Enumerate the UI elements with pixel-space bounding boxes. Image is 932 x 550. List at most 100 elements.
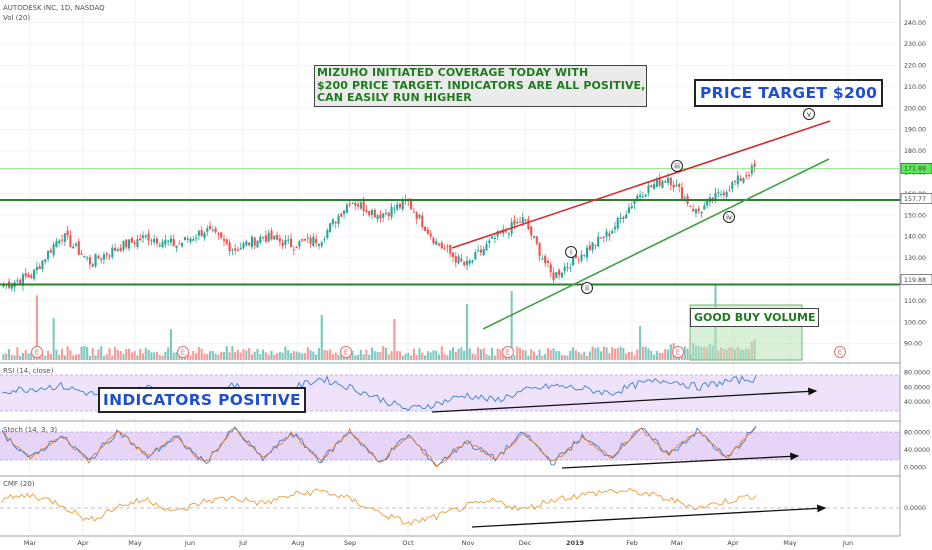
volume-bar [309, 350, 312, 360]
volume-bar [153, 352, 156, 360]
candle-body [24, 273, 27, 277]
candle-body [387, 212, 390, 217]
red-upper-trendline[interactable] [451, 120, 831, 249]
volume-bar [169, 329, 173, 360]
candle-body [256, 240, 259, 248]
candle-body [206, 228, 209, 232]
candle-body [505, 231, 508, 233]
volume-bar [306, 347, 309, 360]
volume-bar [644, 346, 647, 360]
volume-bar [220, 351, 223, 360]
candle-body [239, 247, 242, 250]
volume-bar [211, 350, 214, 360]
price-axis-label: 140.00 [904, 234, 926, 241]
candle-body [393, 208, 396, 210]
candle-body [295, 247, 298, 249]
volume-bar [74, 354, 78, 360]
volume-bar [301, 353, 304, 360]
mizuho-note-line-2: $200 PRICE TARGET. INDICATORS ARE ALL PO… [317, 78, 646, 92]
candle-body [91, 264, 94, 267]
candle-body [700, 211, 703, 214]
volume-bar [289, 352, 293, 360]
green-lower-trendline[interactable] [482, 158, 830, 330]
candle-body [560, 272, 563, 278]
candle-body [535, 236, 538, 244]
candle-body [58, 240, 61, 244]
volume-bar [253, 351, 256, 360]
volume-bar [432, 350, 435, 360]
volume-bar [549, 350, 552, 360]
candle-body [362, 200, 365, 212]
candle-body [630, 206, 633, 208]
volume-bar [527, 355, 530, 360]
candle-body [689, 205, 692, 207]
time-axis-label: 2019 [566, 539, 585, 547]
volume-bar [52, 318, 55, 360]
volume-bar [105, 354, 108, 360]
candle-body [195, 237, 198, 239]
candle-body [585, 247, 589, 258]
candle-body [86, 257, 89, 259]
candle-body [354, 202, 357, 206]
volume-bar [387, 354, 390, 360]
earnings-marker: E [502, 346, 514, 358]
candle-body [88, 257, 92, 265]
candle-body [200, 230, 203, 237]
candle-body [150, 240, 153, 242]
volume-bar [463, 350, 466, 360]
time-axis-label: Jun [842, 539, 853, 547]
volume-bar [390, 351, 393, 360]
volume-bar [186, 352, 189, 360]
candle-body [694, 209, 698, 214]
candle-body [105, 253, 108, 256]
time-axis-label: Apr [77, 539, 89, 547]
candle-body [245, 241, 248, 246]
candle-body [544, 255, 547, 264]
candle-body [359, 202, 362, 209]
volume-bar [102, 355, 105, 360]
volume-bar [259, 353, 262, 360]
volume-bar [669, 344, 672, 360]
candle-body [33, 269, 36, 280]
candle-body [410, 198, 413, 210]
candle-body [100, 258, 103, 260]
candle-body [220, 232, 223, 238]
volume-bar [650, 350, 653, 360]
volume-bar [86, 346, 89, 360]
candle-body [479, 249, 482, 253]
volume-bar [647, 348, 650, 360]
volume-bar [58, 354, 61, 360]
candle-body [747, 174, 751, 177]
price-badge-text: 171.88 [904, 166, 926, 173]
volume-bar [80, 346, 83, 360]
candle-body [329, 223, 332, 233]
candle-body [192, 238, 195, 241]
indicators-positive-note: INDICATORS POSITIVE [98, 387, 306, 413]
volume-bars [2, 285, 756, 360]
price-badge-text: 119.88 [904, 277, 926, 284]
volume-bar [373, 351, 376, 360]
price-axis-label: 180.00 [904, 148, 926, 155]
candle-body [482, 249, 485, 256]
candle-body [49, 250, 52, 253]
candle-body [19, 279, 22, 284]
volume-bar [471, 353, 474, 360]
stoch-axis-label: 0.0000 [904, 465, 926, 472]
earnings-marker-text: E [676, 349, 680, 357]
volume-bar [532, 351, 536, 360]
volume-bar [563, 355, 566, 360]
volume-bar [200, 348, 203, 360]
volume-bar [192, 350, 195, 360]
volume-bar [412, 348, 415, 360]
wave-label-iv: iv [723, 211, 735, 223]
volume-bar [611, 347, 614, 360]
volume-bar [521, 349, 524, 360]
volume-bar [491, 347, 494, 360]
volume-bar [558, 351, 561, 360]
candle-body [66, 230, 69, 236]
candle-body [513, 219, 516, 225]
mizuho-note-line-1: MIZUHO INITIATED COVERAGE TODAY WITH [317, 66, 589, 79]
time-axis-label: Nov [462, 539, 475, 547]
